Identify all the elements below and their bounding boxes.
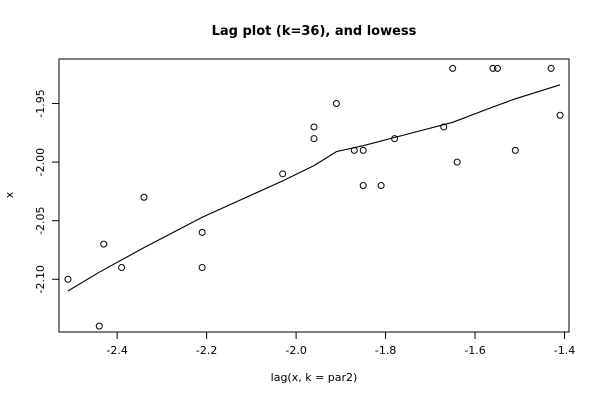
data-point xyxy=(118,264,126,272)
data-point xyxy=(95,322,103,330)
data-point xyxy=(140,193,148,201)
data-point xyxy=(64,275,72,283)
data-point xyxy=(359,182,367,190)
data-point xyxy=(310,135,318,143)
chart-title: Lag plot (k=36), and lowess xyxy=(212,24,417,39)
data-point xyxy=(511,146,519,154)
data-point xyxy=(359,146,367,154)
x-tick-label: -2.4 xyxy=(106,344,127,357)
data-point xyxy=(279,170,287,178)
x-tick-label: -2.0 xyxy=(285,344,306,357)
data-point xyxy=(493,64,501,72)
x-axis-label: lag(x, k = par2) xyxy=(271,371,358,384)
data-point xyxy=(198,264,206,272)
data-point xyxy=(377,182,385,190)
data-point xyxy=(453,158,461,166)
data-point xyxy=(556,111,564,119)
scatter-points xyxy=(64,64,564,330)
lowess-line xyxy=(67,84,561,292)
data-point xyxy=(449,64,457,72)
data-point xyxy=(100,240,108,248)
y-axis: -2.10 -2.05 -2.00 -1.95 xyxy=(34,89,60,294)
plot-frame xyxy=(58,58,570,333)
data-point xyxy=(198,228,206,236)
data-point xyxy=(332,100,340,108)
x-tick-label: -1.6 xyxy=(464,344,485,357)
data-point xyxy=(547,64,555,72)
y-tick-label: -2.05 xyxy=(34,206,47,234)
x-axis: -2.4 -2.2 -2.0 -1.8 -1.6 -1.4 xyxy=(106,331,575,357)
y-axis-label: x xyxy=(3,191,16,198)
y-tick-label: -2.10 xyxy=(34,265,47,293)
data-point xyxy=(489,64,497,72)
data-point xyxy=(440,123,448,131)
x-tick-label: -1.4 xyxy=(554,344,575,357)
y-tick-label: -2.00 xyxy=(34,148,47,176)
y-tick-label: -1.95 xyxy=(34,89,47,117)
x-tick-label: -1.8 xyxy=(375,344,396,357)
x-tick-label: -2.2 xyxy=(196,344,217,357)
data-point xyxy=(310,123,318,131)
